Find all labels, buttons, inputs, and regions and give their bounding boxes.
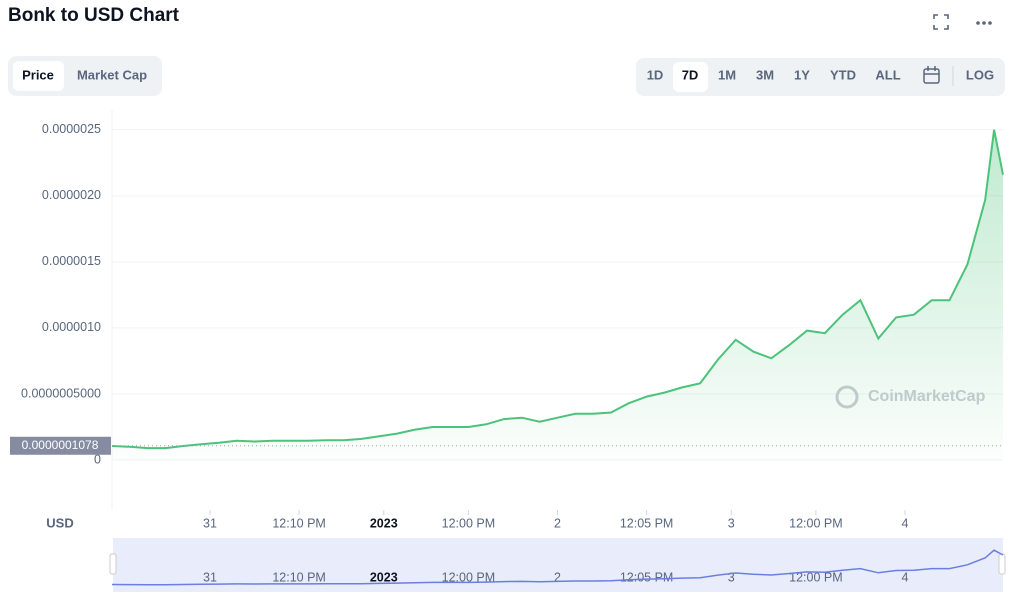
x-tick-label: 3	[728, 516, 735, 530]
navigator-handle[interactable]	[998, 553, 1006, 575]
y-tick-label: 0.0000025	[42, 122, 101, 136]
calendar-icon[interactable]	[923, 66, 940, 84]
x-tick-label: 31	[203, 516, 217, 530]
x-tick-label: 4	[902, 516, 909, 530]
navigator-line	[111, 549, 1004, 586]
navigator-handle[interactable]	[109, 553, 117, 575]
range-button[interactable]: 1Y	[794, 67, 810, 82]
y-tick-label: 0	[94, 452, 101, 466]
navigator-label: 4	[902, 570, 909, 584]
x-tick-label: 2023	[370, 516, 398, 530]
range-button[interactable]: 1M	[718, 67, 736, 82]
price-area	[112, 129, 1003, 461]
navigator-label: 12:10 PM	[272, 570, 326, 584]
navigator-label: 2023	[370, 570, 398, 584]
x-tick-label: 2	[554, 516, 561, 530]
log-button[interactable]: LOG	[966, 67, 994, 82]
y-tick-label: 0.0000010	[42, 320, 101, 334]
x-tick-label: 12:00 PM	[789, 516, 843, 530]
navigator-label: 3	[728, 570, 735, 584]
y-tick-label: 0.0000015	[42, 254, 101, 268]
y-axis-label: USD	[46, 515, 73, 530]
current-price-box	[10, 436, 111, 455]
range-group	[636, 58, 1005, 96]
navigator-label: 12:05 PM	[620, 570, 674, 584]
navigator-label: 2	[554, 570, 561, 584]
more-icon[interactable]	[976, 21, 992, 25]
navigator-label: 12:00 PM	[789, 570, 843, 584]
current-price-label: 0.0000001078	[22, 438, 99, 452]
range-button[interactable]: 7D	[682, 67, 699, 82]
fullscreen-icon[interactable]	[933, 14, 949, 30]
x-tick-label: 12:10 PM	[272, 516, 326, 530]
range-active-bg	[673, 62, 708, 92]
tab[interactable]: Price	[22, 67, 54, 82]
navigator[interactable]	[113, 538, 1003, 592]
navigator-label: 31	[203, 570, 217, 584]
range-button[interactable]: 1D	[647, 67, 664, 82]
range-button[interactable]: YTD	[830, 67, 856, 82]
tab[interactable]: Market Cap	[77, 67, 147, 82]
x-tick-label: 12:00 PM	[442, 516, 496, 530]
page-title: Bonk to USD Chart	[8, 5, 180, 26]
y-tick-label: 0.0000020	[42, 188, 101, 202]
range-button[interactable]: 3M	[756, 67, 774, 82]
x-tick-label: 12:05 PM	[620, 516, 674, 530]
price-line	[111, 129, 1004, 450]
tab-active-bg	[13, 61, 64, 91]
y-tick-label: 0.0000005000	[21, 386, 101, 400]
range-button[interactable]: ALL	[875, 67, 900, 82]
navigator-label: 12:00 PM	[442, 570, 496, 584]
